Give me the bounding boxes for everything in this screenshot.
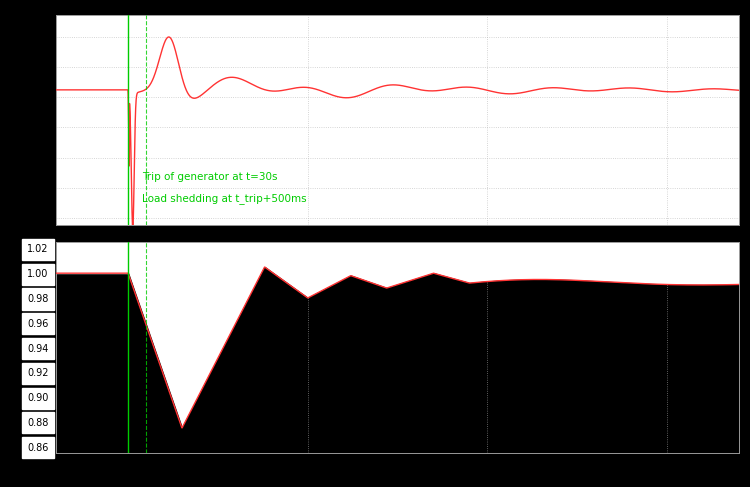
X-axis label: time: time: [385, 473, 410, 483]
Text: Trip of generator at t=30s: Trip of generator at t=30s: [142, 172, 278, 182]
Text: Frequency at the output of generator (%): Frequency at the output of generator (%): [63, 227, 308, 240]
Text: Load shedding at t_trip+500ms: Load shedding at t_trip+500ms: [142, 193, 307, 204]
Text: Voltage at the output of generator (%): Voltage at the output of generator (%): [56, 0, 284, 14]
